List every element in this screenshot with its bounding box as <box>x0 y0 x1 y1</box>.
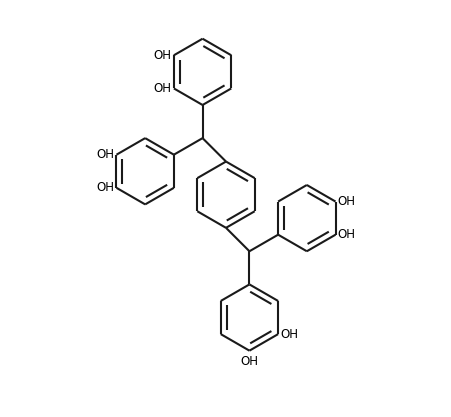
Text: OH: OH <box>153 82 171 95</box>
Text: OH: OH <box>337 195 355 208</box>
Text: OH: OH <box>337 228 355 241</box>
Text: OH: OH <box>96 148 114 161</box>
Text: OH: OH <box>280 328 298 341</box>
Text: OH: OH <box>240 355 258 368</box>
Text: OH: OH <box>153 49 171 62</box>
Text: OH: OH <box>96 181 114 194</box>
